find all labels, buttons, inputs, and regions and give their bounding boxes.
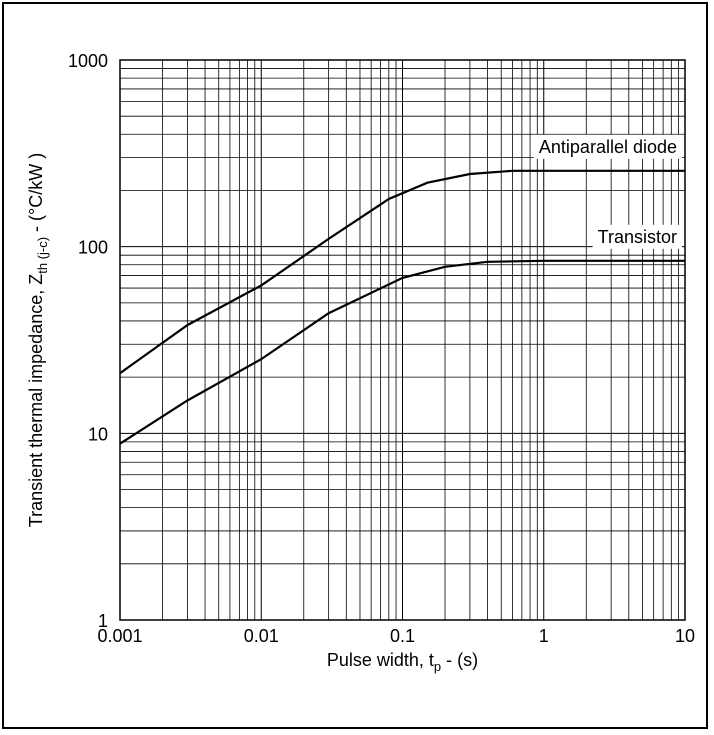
x-tick-label: 0.01 (244, 626, 279, 646)
plot-area-border (119, 59, 686, 621)
y-tick-label: 1000 (68, 51, 108, 71)
series-label-antiparallel-diode: Antiparallel diode (539, 137, 677, 157)
x-axis-label: Pulse width, tp - (s) (327, 650, 478, 674)
y-tick-label: 1 (98, 611, 108, 631)
y-axis-label-main: Transient thermal impedance, Z (26, 274, 46, 527)
y-tick-label: 10 (88, 424, 108, 444)
x-axis-label-main: Pulse width, t (327, 650, 434, 670)
x-axis-label-subscript: p (434, 659, 441, 674)
x-tick-label: 0.1 (390, 626, 415, 646)
chart-frame (2, 2, 708, 729)
x-tick-label: 10 (675, 626, 695, 646)
y-axis-label-suffix: - (°C/kW ) (26, 153, 46, 237)
x-tick-label: 1 (539, 626, 549, 646)
series-line-antiparallel-diode (119, 169, 685, 375)
series-group (119, 169, 685, 445)
series-line-transistor (119, 259, 685, 445)
y-tick-labels: 1 10 100 1000 (68, 51, 108, 631)
series-label-transistor: Transistor (598, 227, 677, 247)
x-tick-label: 0.001 (97, 626, 142, 646)
series-label-background-diode (533, 134, 682, 159)
y-axis-label-subscript: th (j-c) (35, 237, 50, 274)
y-axis-label: Transient thermal impedance, Zth (j-c) -… (26, 153, 50, 527)
x-axis-label-suffix: - (s) (441, 650, 478, 670)
y-tick-label: 100 (78, 238, 108, 258)
x-tick-labels: 0.001 0.01 0.1 1 10 (97, 626, 695, 646)
series-label-background-transistor (592, 224, 682, 249)
